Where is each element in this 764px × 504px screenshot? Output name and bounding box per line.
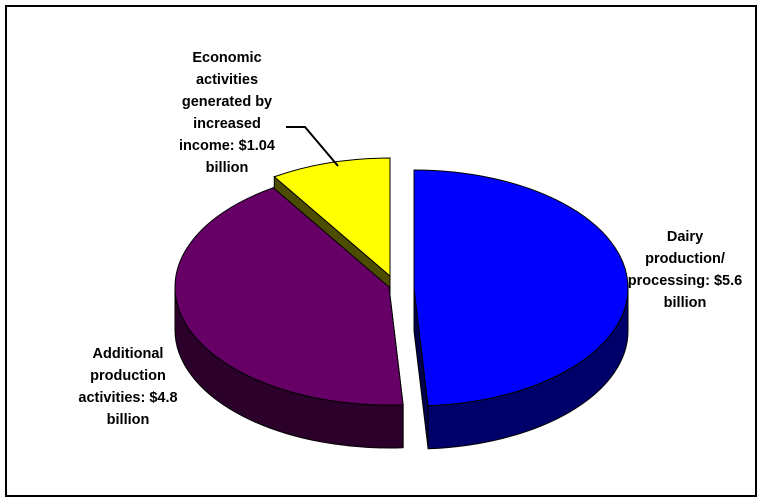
slice-label-line: Dairy (666, 229, 704, 245)
slice-label-line: activities: $4.8 (78, 390, 178, 406)
leader-line-economic (286, 126, 339, 167)
slice-label-line: billion (205, 160, 249, 176)
slice-label-economic: Economic activities generated by increased i… (167, 47, 287, 179)
slice-dairy (413, 169, 629, 407)
slice-label-line: activities (195, 72, 259, 88)
slice-label-line: billion (106, 412, 150, 428)
slice-label-line: processing: $5.6 (627, 273, 743, 289)
slice-label-additional: Additional production activities: $4.8 bill… (66, 343, 190, 431)
slice-label-line: billion (663, 295, 707, 311)
slice-label-line: Additional (92, 346, 164, 362)
slice-label-line: income: $1.04 (179, 138, 275, 154)
slice-label-line: production (90, 368, 166, 384)
slice-label-line: increased (193, 116, 261, 132)
slice-label-line: production/ (645, 251, 725, 267)
slice-label-dairy: Dairy production/processing: $5.6 billion (622, 226, 748, 314)
slice-label-line: generated by (181, 94, 273, 110)
leader-line-layer (286, 126, 339, 167)
slice-label-line: Economic (192, 50, 262, 66)
slice-additional (174, 187, 404, 406)
slice-economic (273, 157, 391, 278)
pie-top-layer (174, 157, 629, 407)
